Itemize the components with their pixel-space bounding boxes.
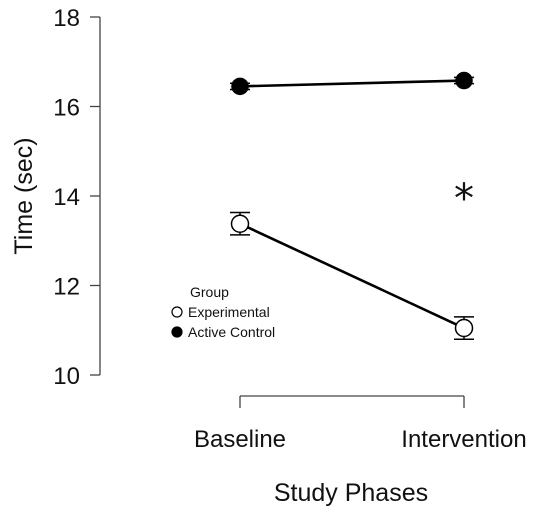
y-tick-label: 12 xyxy=(53,274,80,301)
y-tick-label: 14 xyxy=(53,184,80,211)
y-axis: 10 12 14 16 18 xyxy=(53,5,101,390)
annotation-layer: * xyxy=(454,176,474,222)
series-experimental xyxy=(230,211,474,340)
y-tick-label: 16 xyxy=(53,95,80,122)
series-line xyxy=(239,79,465,88)
x-tick-label: Baseline xyxy=(194,426,286,453)
legend: Group Experimental Active Control xyxy=(171,284,275,340)
y-axis-label: Time (sec) xyxy=(10,137,38,254)
significance-asterisk: * xyxy=(454,176,474,222)
x-tick-label: Intervention xyxy=(401,426,526,453)
legend-entry: Active Control xyxy=(188,324,275,340)
y-tick-label: 10 xyxy=(53,363,80,390)
legend-entry: Experimental xyxy=(188,304,270,320)
legend-marker xyxy=(171,326,183,338)
series-line xyxy=(239,222,465,330)
data-point xyxy=(230,214,250,233)
x-axis-label: Study Phases xyxy=(274,479,428,507)
x-axis: Baseline Intervention xyxy=(194,395,527,453)
y-tick-label: 18 xyxy=(53,5,80,32)
data-point xyxy=(455,71,473,90)
data-point xyxy=(231,77,249,96)
legend-marker xyxy=(171,306,183,318)
series-active-control xyxy=(230,71,474,96)
data-point xyxy=(454,318,474,338)
series-layer xyxy=(230,71,474,340)
legend-title: Group xyxy=(190,284,229,300)
